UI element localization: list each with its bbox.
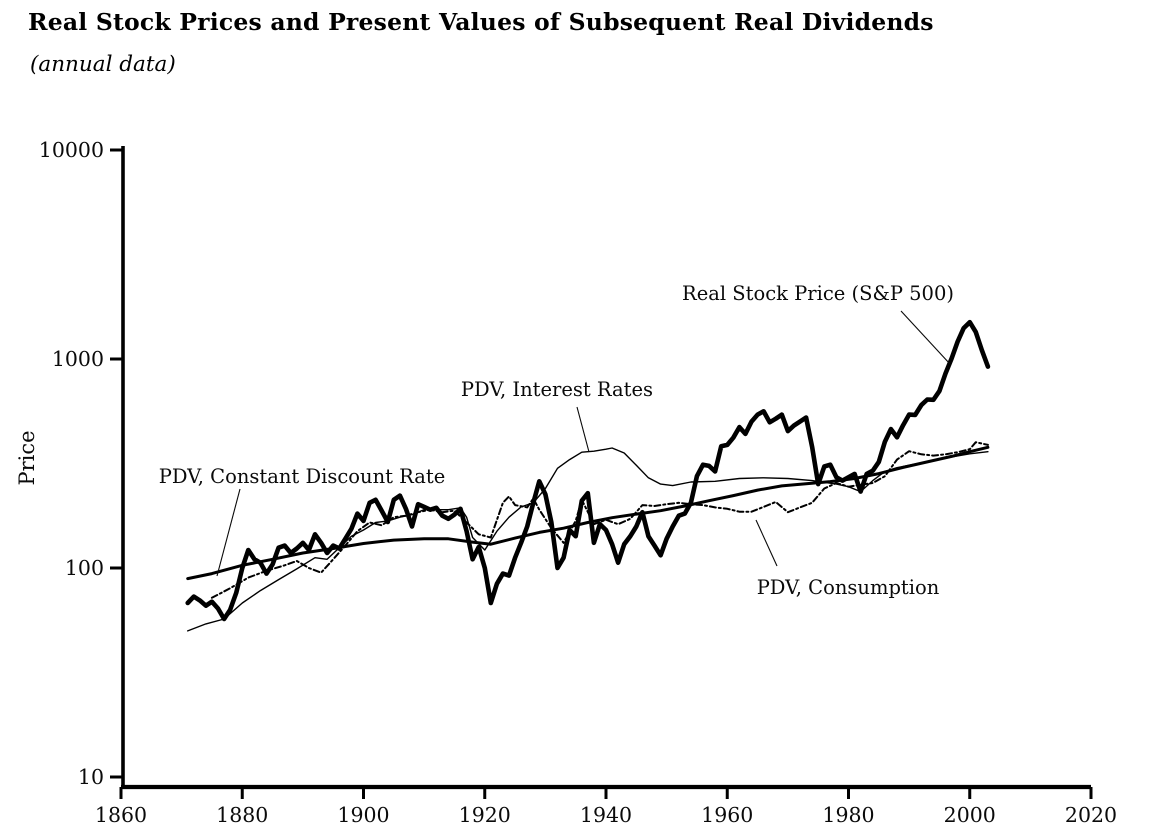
annotation-label-pdv-consumption: PDV, Consumption [757,576,940,599]
y-axis-title: Price [15,430,39,485]
figure-title: Real Stock Prices and Present Values of … [28,8,934,36]
x-tick-label: 1860 [95,803,147,827]
annotation-label-pdv-interest-rates: PDV, Interest Rates [461,378,653,401]
y-tick-label: 100 [65,556,104,580]
annotation-real-stock-price: Real Stock Price (S&P 500) [682,282,954,365]
y-tick-label: 10000 [39,138,104,162]
x-tick-label: 1920 [459,803,511,827]
axes: 10 100 1000 10000 1860 1880 1900 1920 1940 1960 19… [39,138,1117,827]
x-tick-label: 1960 [701,803,753,827]
annotation-pdv-interest-rates: PDV, Interest Rates [461,378,653,453]
x-tick-label: 1880 [216,803,268,827]
leader-line-pdv-interest-rates [576,406,590,453]
y-tick-label: 10 [78,765,104,789]
x-tick-label: 1900 [337,803,389,827]
series-line-pdv-consumption [210,441,989,599]
x-tick-label: 2020 [1065,803,1117,827]
annotation-pdv-constant-discount-rate: PDV, Constant Discount Rate [159,465,446,577]
y-tick-label: 1000 [52,347,104,371]
annotation-label-pdv-constant-discount-rate: PDV, Constant Discount Rate [159,465,446,488]
figure-subtitle: (annual data) [30,52,176,77]
series-line-pdv-interest-rates [186,447,989,632]
x-tick-label: 1940 [580,803,632,827]
x-tick-label: 2000 [944,803,996,827]
series-line-real-stock-price [185,319,991,622]
leader-line-pdv-constant-discount-rate [216,488,241,577]
annotation-label-real-stock-price: Real Stock Price (S&P 500) [682,282,954,305]
leader-line-real-stock-price [900,310,951,365]
series-lines [185,319,991,632]
leader-line-pdv-consumption [755,519,778,567]
x-tick-label: 1980 [822,803,874,827]
annotation-pdv-consumption: PDV, Consumption [755,519,940,599]
